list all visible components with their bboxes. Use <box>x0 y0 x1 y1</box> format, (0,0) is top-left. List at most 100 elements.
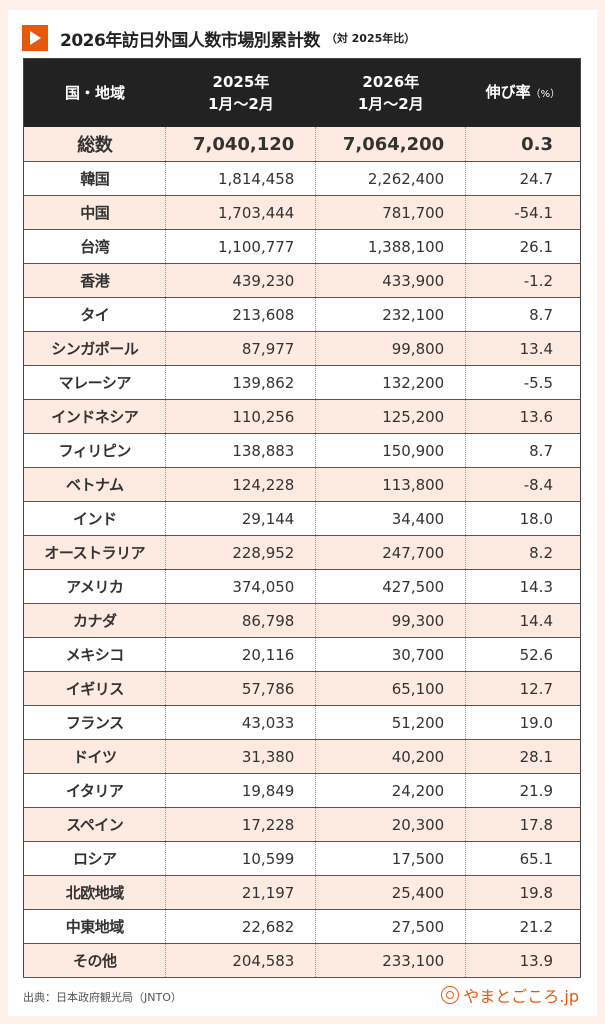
region-cell: インドネシア <box>23 399 166 434</box>
value-2025-cell: 439,230 <box>165 263 316 298</box>
total-2026: 7,064,200 <box>315 127 466 162</box>
value-2025-cell: 110,256 <box>165 399 316 434</box>
header-2026: 2026年 1月～2月 <box>315 58 466 127</box>
table-header: 国・地域 2025年 1月～2月 2026年 1月～2月 伸び率（%） <box>23 58 581 127</box>
value-2026-cell: 65,100 <box>315 671 466 706</box>
title-row: 2026年訪日外国人数市場別累計数 （対 2025年比） <box>22 25 415 51</box>
value-2025-cell: 22,682 <box>165 909 316 944</box>
play-triangle-icon <box>22 25 48 51</box>
table-row: インド 29,144 34,400 18.0 <box>23 501 581 536</box>
value-2025-cell: 31,380 <box>165 739 316 774</box>
table-row: マレーシア 139,862 132,200 -5.5 <box>23 365 581 400</box>
region-cell: マレーシア <box>23 365 166 400</box>
value-2026-cell: 99,800 <box>315 331 466 366</box>
value-2025-cell: 57,786 <box>165 671 316 706</box>
table-row: 北欧地域 21,197 25,400 19.8 <box>23 875 581 910</box>
table-row: カナダ 86,798 99,300 14.4 <box>23 603 581 638</box>
value-2025-cell: 20,116 <box>165 637 316 672</box>
value-2025-cell: 139,862 <box>165 365 316 400</box>
rate-cell: 52.6 <box>465 637 581 672</box>
region-cell: 台湾 <box>23 229 166 264</box>
value-2026-cell: 24,200 <box>315 773 466 808</box>
table-row: ベトナム 124,228 113,800 -8.4 <box>23 467 581 502</box>
region-cell: 中国 <box>23 195 166 230</box>
table-row: 台湾 1,100,777 1,388,100 26.1 <box>23 229 581 264</box>
rate-cell: -54.1 <box>465 195 581 230</box>
value-2025-cell: 10,599 <box>165 841 316 876</box>
value-2026-cell: 150,900 <box>315 433 466 468</box>
value-2025-cell: 1,814,458 <box>165 161 316 196</box>
rate-cell: 26.1 <box>465 229 581 264</box>
total-row: 総数 7,040,120 7,064,200 0.3 <box>23 127 581 162</box>
rate-cell: 24.7 <box>465 161 581 196</box>
rate-cell: 17.8 <box>465 807 581 842</box>
visitor-table: 国・地域 2025年 1月～2月 2026年 1月～2月 伸び率（%） 総数 7,0… <box>23 58 581 978</box>
value-2025-cell: 43,033 <box>165 705 316 740</box>
table-row: 香港 439,230 433,900 -1.2 <box>23 263 581 298</box>
value-2026-cell: 781,700 <box>315 195 466 230</box>
region-cell: その他 <box>23 943 166 978</box>
header-2025: 2025年 1月～2月 <box>165 58 316 127</box>
rate-cell: 65.1 <box>465 841 581 876</box>
rate-cell: 21.2 <box>465 909 581 944</box>
region-cell: イタリア <box>23 773 166 808</box>
value-2025-cell: 213,608 <box>165 297 316 332</box>
value-2026-cell: 99,300 <box>315 603 466 638</box>
table-row: フィリピン 138,883 150,900 8.7 <box>23 433 581 468</box>
total-label: 総数 <box>23 127 166 162</box>
table-row: フランス 43,033 51,200 19.0 <box>23 705 581 740</box>
header-rate: 伸び率（%） <box>465 58 581 127</box>
header-2026-year: 2026年 <box>362 73 420 91</box>
value-2026-cell: 427,500 <box>315 569 466 604</box>
value-2025-cell: 228,952 <box>165 535 316 570</box>
region-cell: メキシコ <box>23 637 166 672</box>
table-row: アメリカ 374,050 427,500 14.3 <box>23 569 581 604</box>
value-2026-cell: 125,200 <box>315 399 466 434</box>
header-rate-unit: （%） <box>530 88 561 100</box>
value-2026-cell: 433,900 <box>315 263 466 298</box>
region-cell: イギリス <box>23 671 166 706</box>
rate-cell: -1.2 <box>465 263 581 298</box>
table-row: メキシコ 20,116 30,700 52.6 <box>23 637 581 672</box>
region-cell: 香港 <box>23 263 166 298</box>
table-row: 中東地域 22,682 27,500 21.2 <box>23 909 581 944</box>
rate-cell: 28.1 <box>465 739 581 774</box>
value-2026-cell: 17,500 <box>315 841 466 876</box>
header-2026-period: 1月～2月 <box>357 95 424 113</box>
value-2025-cell: 86,798 <box>165 603 316 638</box>
table-row: タイ 213,608 232,100 8.7 <box>23 297 581 332</box>
value-2026-cell: 1,388,100 <box>315 229 466 264</box>
region-cell: タイ <box>23 297 166 332</box>
rate-cell: 21.9 <box>465 773 581 808</box>
value-2026-cell: 25,400 <box>315 875 466 910</box>
value-2025-cell: 1,100,777 <box>165 229 316 264</box>
rate-cell: 13.9 <box>465 943 581 978</box>
rate-cell: 13.4 <box>465 331 581 366</box>
rate-cell: -5.5 <box>465 365 581 400</box>
rate-cell: 14.4 <box>465 603 581 638</box>
rate-cell: 12.7 <box>465 671 581 706</box>
table-row: 中国 1,703,444 781,700 -54.1 <box>23 195 581 230</box>
value-2025-cell: 19,849 <box>165 773 316 808</box>
header-2025-period: 1月～2月 <box>207 95 274 113</box>
value-2025-cell: 17,228 <box>165 807 316 842</box>
region-cell: シンガポール <box>23 331 166 366</box>
logo-mark-icon <box>441 986 460 1004</box>
region-cell: インド <box>23 501 166 536</box>
table-row: オーストラリア 228,952 247,700 8.2 <box>23 535 581 570</box>
value-2025-cell: 204,583 <box>165 943 316 978</box>
source-note: 出典：日本政府観光局（JNTO） <box>23 991 182 1004</box>
page-title: 2026年訪日外国人数市場別累計数 <box>60 30 320 51</box>
rate-cell: 8.2 <box>465 535 581 570</box>
header-region: 国・地域 <box>23 58 166 127</box>
value-2025-cell: 374,050 <box>165 569 316 604</box>
value-2026-cell: 233,100 <box>315 943 466 978</box>
value-2026-cell: 247,700 <box>315 535 466 570</box>
total-rate: 0.3 <box>465 127 581 162</box>
rate-cell: -8.4 <box>465 467 581 502</box>
header-2025-year: 2025年 <box>212 73 270 91</box>
logo-text: やまとごころ.jp <box>463 987 579 1006</box>
table-row: スペイン 17,228 20,300 17.8 <box>23 807 581 842</box>
brand-logo: やまとごころ.jp <box>441 983 579 1007</box>
region-cell: フランス <box>23 705 166 740</box>
